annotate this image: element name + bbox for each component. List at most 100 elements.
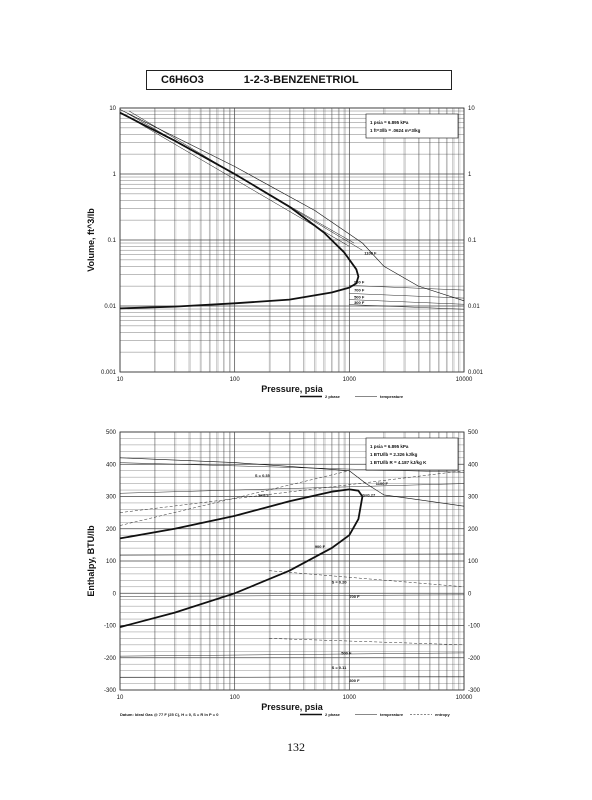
entropy-line — [269, 638, 465, 646]
x-tick-label: 100 — [230, 377, 241, 383]
legend-label: temperature — [380, 394, 404, 399]
enthalpy-datum-footnote: Datum: Ideal Gas @ 77 F (25 C), H = 0, S… — [120, 712, 219, 717]
y-tick-label: -200 — [104, 656, 117, 662]
temperature-isotherm — [349, 304, 465, 310]
line-label: S = 0.11 — [332, 665, 348, 670]
y-tick-label-right: -300 — [468, 688, 481, 694]
y-tick-label: 0.1 — [108, 238, 117, 244]
line-label: 300 F — [349, 678, 360, 683]
y-tick-label-right: 0 — [468, 591, 472, 597]
volume-legend: 2 phase temperature — [300, 394, 404, 399]
legend-label: 2 phase — [325, 712, 341, 717]
y-tick-label-right: 10 — [468, 106, 475, 112]
line-label: S = 0.20 — [332, 580, 348, 585]
temperature-isotherm — [128, 110, 363, 251]
line-label: S=0.3 — [258, 493, 269, 498]
y-tick-label: 0.01 — [104, 304, 116, 310]
y-tick-label-right: 500 — [468, 430, 479, 436]
line-label: S = 0.35 — [255, 473, 271, 478]
enthalpy-x-axis-label: Pressure, psia — [261, 702, 324, 712]
enthalpy-conversion-notes: 1 psia = 6.895 kPa 1 BTU/lb = 2.326 kJ/k… — [365, 437, 459, 471]
temperature-isotherm — [349, 293, 465, 299]
temperature-isotherm — [119, 676, 465, 678]
chart-title-box: C6H6O3 1-2-3-BENZENETRIOL — [146, 70, 452, 90]
x-tick-label: 1000 — [343, 377, 357, 383]
y-tick-label-right: 0.01 — [468, 304, 480, 310]
enthalpy-note-line: 1 psia = 6.895 kPa — [370, 444, 409, 449]
entropy-line — [119, 470, 350, 526]
y-tick-label: 300 — [106, 495, 117, 501]
temperature-isotherm — [119, 483, 465, 494]
y-tick-label-right: 0.1 — [468, 238, 477, 244]
volume-x-axis-label: Pressure, psia — [261, 384, 324, 394]
line-label: S=0.27 — [362, 493, 376, 498]
enthalpy-notes-box — [365, 437, 459, 471]
volume-notes-box — [365, 113, 459, 139]
y-tick-label-right: -200 — [468, 656, 481, 662]
y-tick-label-right: 0.001 — [468, 370, 484, 376]
y-tick-label-right: -100 — [468, 624, 481, 630]
series-temperature — [119, 109, 465, 302]
temperature-isotherm — [119, 594, 465, 597]
volume-conversion-notes: 1 psia = 6.895 kPa 1 ft^3/lb = .0624 m^3… — [365, 113, 459, 139]
line-label: 900 F — [315, 544, 326, 549]
y-tick-label: 500 — [106, 430, 117, 436]
legend-label: temperature — [380, 712, 404, 717]
volume-grid — [119, 108, 464, 373]
x-tick-label: 1000 — [343, 695, 357, 701]
page-number: 132 — [287, 740, 305, 754]
series-temperature — [119, 457, 465, 507]
volume-series — [119, 109, 465, 310]
volume-note-line: 1 psia = 6.895 kPa — [370, 120, 409, 125]
temperature-isotherm — [349, 285, 465, 291]
x-tick-label: 10 — [117, 377, 124, 383]
y-tick-label: 400 — [106, 462, 117, 468]
temperature-isotherm — [128, 114, 355, 244]
volume-x-ticks: 10 100 1000 10000 — [117, 377, 473, 383]
y-tick-label: -100 — [104, 624, 117, 630]
volume-note-line: 1 ft^3/lb = .0624 m^3/kg — [370, 128, 421, 133]
legend-label: 2 phase — [325, 394, 341, 399]
enthalpy-note-line: 1 BTU/lb R = 4.187 kJ/kg K — [370, 460, 427, 465]
enthalpy-grid — [119, 431, 464, 691]
y-tick-label-right: 100 — [468, 559, 479, 565]
line-label: 500 F — [354, 294, 365, 299]
y-tick-label: 0 — [113, 591, 117, 597]
temperature-isotherm — [128, 117, 350, 247]
volume-y-ticks: 0.001 0.001 0.01 0.01 0.1 0.1 1 1 10 10 — [101, 106, 484, 376]
y-tick-label: 0.001 — [101, 370, 117, 376]
volume-chart: 10 100 1000 10000 0.001 0.001 0.01 0.01 0.1 0.1 1… — [86, 106, 484, 399]
enthalpy-y-axis-label: Enthalpy, BTU/lb — [86, 525, 96, 597]
y-tick-label: -300 — [104, 688, 117, 694]
enthalpy-legend: 2 phase temperature entropy — [300, 712, 450, 717]
line-label: 1100 F — [364, 251, 377, 256]
compound-formula: C6H6O3 — [161, 74, 204, 86]
y-tick-label-right: 300 — [468, 495, 479, 501]
y-tick-label: 10 — [109, 106, 116, 112]
y-tick-label-right: 1 — [468, 172, 472, 178]
temperature-isotherm — [119, 652, 465, 657]
legend-label: entropy — [435, 712, 450, 717]
line-label: 300 F — [354, 300, 365, 305]
enthalpy-line-labels: S = 0.35 S=0.3 S=0.27 1100 F 900 F S = 0.20 70… — [255, 473, 389, 683]
entropy-line — [119, 470, 465, 513]
y-tick-label: 100 — [106, 559, 117, 565]
enthalpy-x-ticks: 10 100 1000 10000 — [117, 695, 473, 701]
entropy-line — [269, 570, 465, 588]
y-tick-label-right: 200 — [468, 527, 479, 533]
y-tick-label: 1 — [113, 172, 117, 178]
enthalpy-series — [119, 457, 465, 678]
line-label: 700 F — [349, 594, 360, 599]
x-tick-label: 100 — [230, 695, 241, 701]
temperature-isotherm — [349, 299, 465, 305]
temperature-isotherm — [119, 462, 465, 473]
series-2-phase — [119, 488, 364, 628]
x-tick-label: 10000 — [456, 695, 473, 701]
y-tick-label-right: 400 — [468, 462, 479, 468]
volume-y-axis-label: Volume, ft^3/lb — [86, 208, 96, 272]
line-label: 1100 F — [376, 481, 389, 486]
line-label: 700 F — [354, 288, 365, 293]
